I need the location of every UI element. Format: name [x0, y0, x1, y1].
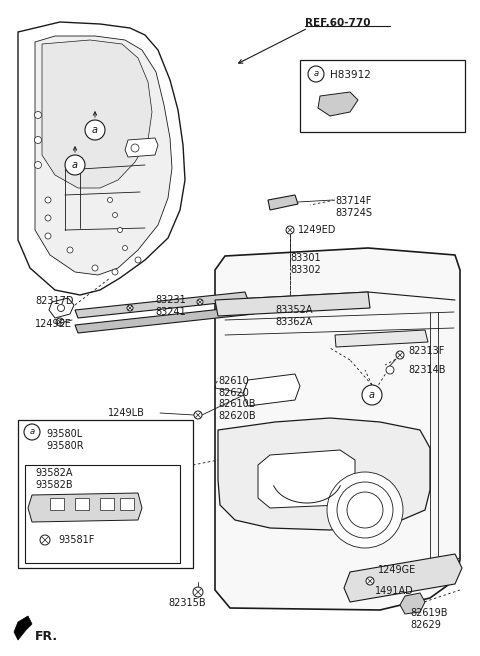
- Circle shape: [286, 226, 294, 234]
- Circle shape: [197, 299, 203, 305]
- Polygon shape: [28, 493, 142, 522]
- Circle shape: [45, 197, 51, 203]
- Text: a: a: [313, 70, 319, 79]
- Circle shape: [65, 155, 85, 175]
- Polygon shape: [344, 554, 462, 602]
- Circle shape: [35, 112, 41, 119]
- Circle shape: [118, 228, 122, 232]
- Text: a: a: [369, 390, 375, 400]
- Circle shape: [193, 587, 203, 597]
- Polygon shape: [18, 22, 185, 295]
- Circle shape: [386, 366, 394, 374]
- Polygon shape: [42, 40, 152, 188]
- Circle shape: [24, 424, 40, 440]
- Text: 93580L
93580R: 93580L 93580R: [46, 429, 84, 451]
- Circle shape: [194, 411, 202, 419]
- Circle shape: [35, 161, 41, 169]
- Text: a: a: [29, 428, 35, 436]
- Text: 82317D: 82317D: [35, 296, 73, 306]
- Circle shape: [308, 66, 324, 82]
- Circle shape: [108, 197, 112, 203]
- Polygon shape: [75, 306, 254, 333]
- FancyBboxPatch shape: [50, 498, 64, 510]
- Text: 82313F: 82313F: [408, 346, 444, 356]
- FancyBboxPatch shape: [300, 60, 465, 132]
- Polygon shape: [75, 292, 248, 318]
- Circle shape: [85, 120, 105, 140]
- Polygon shape: [400, 593, 425, 614]
- Text: 83352A
83362A: 83352A 83362A: [275, 305, 312, 327]
- Text: 82619B
82629: 82619B 82629: [410, 608, 447, 630]
- Circle shape: [127, 305, 133, 311]
- FancyBboxPatch shape: [75, 498, 89, 510]
- FancyBboxPatch shape: [18, 420, 193, 568]
- Circle shape: [35, 136, 41, 144]
- Polygon shape: [258, 450, 355, 508]
- Text: 82610
82620
82610B
82620B: 82610 82620 82610B 82620B: [218, 376, 256, 420]
- Circle shape: [362, 385, 382, 405]
- Text: 1491AD: 1491AD: [375, 586, 414, 596]
- Circle shape: [92, 265, 98, 271]
- Polygon shape: [14, 616, 32, 640]
- Circle shape: [366, 577, 374, 585]
- Text: 1249EE: 1249EE: [35, 319, 72, 329]
- Circle shape: [131, 144, 139, 152]
- Circle shape: [45, 215, 51, 221]
- Circle shape: [40, 535, 50, 545]
- Circle shape: [56, 318, 64, 326]
- Text: 83231
83241: 83231 83241: [155, 295, 186, 317]
- Text: FR.: FR.: [35, 630, 58, 643]
- Polygon shape: [215, 248, 460, 610]
- Text: a: a: [92, 125, 98, 135]
- Polygon shape: [318, 92, 358, 116]
- Text: 1249GE: 1249GE: [378, 565, 416, 575]
- Text: H83912: H83912: [330, 70, 371, 80]
- Polygon shape: [243, 374, 300, 406]
- Circle shape: [58, 304, 64, 312]
- Polygon shape: [335, 330, 428, 347]
- FancyBboxPatch shape: [120, 498, 134, 510]
- Circle shape: [396, 351, 404, 359]
- Text: REF.60-770: REF.60-770: [305, 18, 371, 28]
- Text: 93582A
93582B: 93582A 93582B: [35, 468, 72, 489]
- Text: 1249ED: 1249ED: [298, 225, 336, 235]
- Circle shape: [327, 472, 403, 548]
- Polygon shape: [218, 418, 430, 530]
- Polygon shape: [215, 292, 370, 316]
- FancyBboxPatch shape: [100, 498, 114, 510]
- Text: 82315B: 82315B: [168, 598, 205, 608]
- Text: 83714F
83724S: 83714F 83724S: [335, 196, 372, 218]
- Text: 83301
83302: 83301 83302: [290, 253, 321, 275]
- Text: 82314B: 82314B: [408, 365, 445, 375]
- FancyBboxPatch shape: [25, 465, 180, 563]
- Circle shape: [45, 233, 51, 239]
- Polygon shape: [49, 298, 74, 318]
- Circle shape: [122, 245, 128, 251]
- Circle shape: [112, 213, 118, 218]
- Polygon shape: [268, 195, 298, 210]
- Text: 1249LB: 1249LB: [108, 408, 145, 418]
- Circle shape: [112, 269, 118, 275]
- Polygon shape: [35, 36, 172, 275]
- Polygon shape: [125, 138, 158, 157]
- Text: 93581F: 93581F: [58, 535, 95, 545]
- Text: a: a: [72, 160, 78, 170]
- Circle shape: [67, 247, 73, 253]
- Circle shape: [135, 257, 141, 263]
